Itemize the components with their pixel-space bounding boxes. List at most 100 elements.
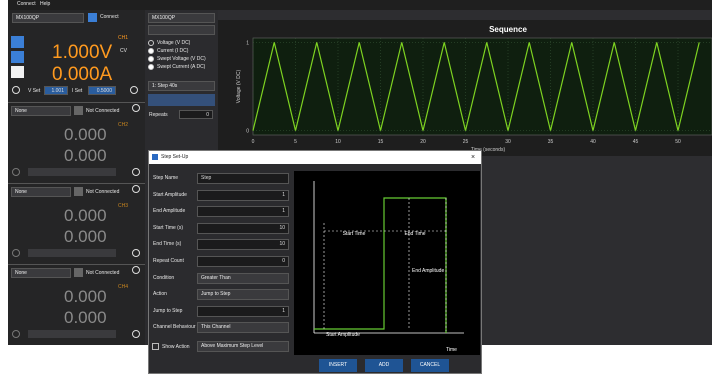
x-tick-label: 25 <box>463 139 469 145</box>
connect-checkbox[interactable] <box>74 268 83 277</box>
field-input[interactable]: This Channel <box>197 322 289 334</box>
radio-button[interactable] <box>148 56 154 62</box>
toolbar <box>148 94 215 106</box>
source-dropdown[interactable]: None <box>11 187 71 197</box>
radio-button[interactable] <box>148 40 154 46</box>
voltage-readout: 1.000V <box>52 42 113 63</box>
channel-button[interactable] <box>132 185 140 193</box>
connect-checkbox[interactable] <box>74 106 83 115</box>
x-axis-label: Time (seconds) <box>471 147 506 153</box>
field-input[interactable]: 1 <box>197 206 289 218</box>
y-tick-label: 0 <box>246 129 249 135</box>
channel-label: CH2 <box>118 122 129 128</box>
channel-button[interactable] <box>132 330 140 338</box>
channel-button[interactable] <box>132 266 140 274</box>
field-input[interactable]: 1 <box>197 305 289 317</box>
side-button[interactable] <box>11 36 24 48</box>
repeats-label: Repeats <box>149 112 168 118</box>
repeats-input[interactable]: 0 <box>179 110 213 119</box>
voltage-readout: 0.000 <box>64 125 107 144</box>
dialog-button[interactable]: INSERT <box>319 359 357 372</box>
channel-label: CH3 <box>118 203 129 209</box>
y-axis-label: Voltage (V DC) <box>236 69 242 103</box>
status-label: Not Connected <box>86 108 120 114</box>
x-tick-label: 40 <box>590 139 596 145</box>
field-label: Repeat Count <box>153 258 184 264</box>
field-input[interactable]: Step <box>197 173 289 184</box>
current-readout: 0.000 <box>64 146 107 165</box>
dialog-button[interactable]: CANCEL <box>411 359 449 372</box>
radio-button[interactable] <box>148 48 154 54</box>
field-input[interactable]: 10 <box>197 239 289 251</box>
field-label: Start Amplitude <box>153 191 187 198</box>
diagram-label: End Time <box>404 231 425 237</box>
current-readout: 0.000 <box>64 308 107 327</box>
device-dropdown[interactable]: MX100QP <box>148 13 215 23</box>
chart-title: Sequence <box>489 25 527 34</box>
x-tick-label: 0 <box>252 139 255 145</box>
settings-row <box>28 168 116 176</box>
current-readout: 0.000A <box>52 64 113 85</box>
field-label: Condition <box>153 274 175 281</box>
output-button[interactable] <box>12 86 20 94</box>
field-input[interactable]: 0 <box>197 256 289 267</box>
field-input[interactable]: Jump to Step <box>197 289 289 301</box>
mode-label: Current (I DC) <box>157 48 189 54</box>
output-button[interactable] <box>12 330 20 338</box>
channel-button[interactable] <box>130 86 138 94</box>
field-input[interactable]: 10 <box>197 222 289 234</box>
mode-label: Swept Voltage (V DC) <box>157 56 206 62</box>
output-button[interactable] <box>12 249 20 257</box>
output-button[interactable] <box>12 168 20 176</box>
field-input[interactable]: 1 <box>197 189 289 201</box>
iset-input[interactable]: 0.5000 <box>88 86 116 95</box>
dialog-icon <box>152 154 158 160</box>
separator <box>8 102 145 103</box>
x-tick-label: 45 <box>633 139 639 145</box>
field-label: End Time (s) <box>153 241 182 248</box>
source-dropdown[interactable]: None <box>11 106 71 116</box>
close-button[interactable]: × <box>471 154 476 161</box>
channel-button[interactable] <box>132 249 140 257</box>
channel-label: CH1 <box>118 35 129 41</box>
voltage-readout: 0.000 <box>64 206 107 225</box>
side-button[interactable] <box>11 51 24 63</box>
source-dropdown[interactable]: None <box>11 268 71 278</box>
vset-input[interactable]: 1.001 <box>44 86 68 95</box>
device-dropdown[interactable]: MX100QP <box>12 13 84 23</box>
menu-item[interactable]: Help <box>40 1 51 7</box>
x-tick-label: 15 <box>378 139 384 145</box>
sequence-dropdown[interactable]: 1: Step 40s <box>148 81 215 91</box>
diagram-axes <box>313 181 464 334</box>
field-label: Start Time (s) <box>153 224 184 231</box>
step-setup-dialog: Step Set-Up × Show Action Above Maximum … <box>148 150 482 374</box>
x-tick-label: 10 <box>335 139 341 145</box>
voltage-readout: 0.000 <box>64 287 107 306</box>
channel-button[interactable] <box>132 168 140 176</box>
connect-checkbox[interactable] <box>88 13 97 22</box>
vset-label: V Set <box>28 88 41 94</box>
radio-button[interactable] <box>148 64 154 70</box>
y-tick-label: 1 <box>246 40 249 46</box>
status-label: Not Connected <box>86 189 120 195</box>
menu-bar: Connect Help <box>8 0 712 10</box>
diagram-label: Time <box>446 347 457 353</box>
menu-item[interactable]: Connect <box>17 1 36 7</box>
show-action-dropdown[interactable]: Above Maximum Step Level <box>197 341 289 352</box>
dialog-button[interactable]: ADD <box>365 359 403 372</box>
settings-row <box>28 330 116 338</box>
diagram-label: Start Amplitude <box>326 332 360 338</box>
field-label: Action <box>153 291 167 298</box>
side-button[interactable] <box>11 66 24 78</box>
x-tick-label: 50 <box>675 139 681 145</box>
app-window: Connect Help MX100QP Connect CH1 1.000V … <box>8 0 712 345</box>
channel-dropdown[interactable] <box>148 25 215 35</box>
show-action-label: Show Action <box>162 344 190 350</box>
connect-checkbox[interactable] <box>74 187 83 196</box>
show-action-checkbox[interactable] <box>152 343 159 350</box>
mode-label: Voltage (V DC) <box>157 40 191 46</box>
mode-label: Swept Current (A DC) <box>157 64 206 70</box>
field-input[interactable]: Greater Than <box>197 272 289 284</box>
channel-button[interactable] <box>132 104 140 112</box>
